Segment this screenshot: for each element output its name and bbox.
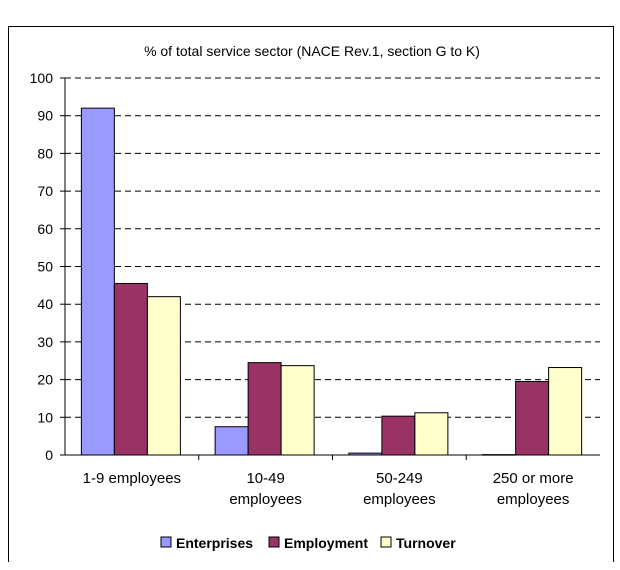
y-tick-label: 50	[37, 259, 53, 275]
bar-turnover-2	[280, 365, 315, 456]
bar-employment-2	[247, 362, 282, 456]
bar-employment-4	[515, 380, 550, 456]
y-tick-label: 90	[37, 108, 53, 124]
bar-employment-1	[113, 282, 148, 456]
x-tick-label-line: employees	[363, 491, 436, 508]
x-tick-label: 250 or more employees	[493, 470, 574, 508]
y-tick-label: 80	[37, 145, 53, 161]
x-tick-label-line: 250 or more	[493, 470, 574, 487]
y-tick-label: 10	[37, 409, 53, 425]
legend-label-turnover: Turnover	[396, 535, 456, 551]
y-tick-label: 100	[30, 70, 54, 86]
legend-swatch-turnover	[380, 536, 392, 548]
y-tick-label: 70	[37, 183, 53, 199]
legend: Enterprises Employment Turnover	[160, 535, 456, 551]
bar-turnover-3	[414, 412, 449, 456]
y-tick-label: 20	[37, 372, 53, 388]
legend-label-enterprises: Enterprises	[176, 535, 253, 551]
bar-enterprises-2	[214, 426, 249, 456]
x-tick-label-line: employees	[497, 491, 570, 508]
bars-layer	[80, 107, 583, 456]
legend-swatch-employment	[268, 536, 280, 548]
x-tick-label-line: 1-9 employees	[83, 470, 181, 487]
x-tick-label: 1-9 employees	[83, 470, 181, 487]
y-tick-label: 0	[45, 447, 53, 463]
y-tick-label: 30	[37, 334, 53, 350]
bar-turnover-4	[548, 367, 583, 456]
x-tick-label: 50-249 employees	[363, 470, 436, 508]
legend-label-employment: Employment	[284, 535, 368, 551]
bar-turnover-1	[146, 296, 181, 456]
grid-layer	[65, 77, 600, 418]
chart-title: % of total service sector (NACE Rev.1, s…	[144, 43, 480, 59]
bar-enterprises-1	[80, 107, 115, 456]
x-tick-label-line: 50-249	[376, 470, 423, 487]
legend-swatch-enterprises	[160, 536, 172, 548]
axis-layer: 0 10 20 30 40 50 60 70 80 90 100 1-9 employees 10-49…	[30, 70, 600, 508]
y-tick-label: 60	[37, 221, 53, 237]
y-tick-label: 40	[37, 296, 53, 312]
x-tick-label-line: employees	[229, 491, 302, 508]
x-tick-label-line: 10-49	[246, 470, 284, 487]
x-tick-label: 10-49 employees	[229, 470, 302, 508]
bar-employment-3	[381, 415, 416, 456]
